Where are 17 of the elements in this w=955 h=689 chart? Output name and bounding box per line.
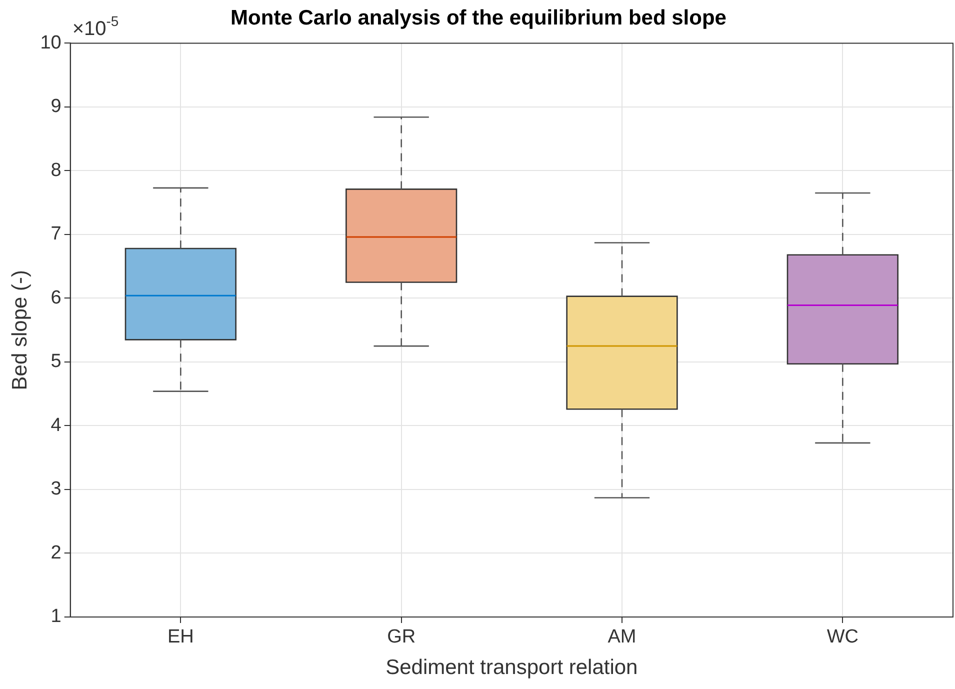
x-tick-label: GR — [387, 626, 416, 648]
y-tick-label: 5 — [50, 351, 62, 372]
y-tick-label: 1 — [50, 606, 62, 628]
x-tick-label: WC — [826, 626, 858, 648]
y-axis-title: Bed slope (-) — [8, 270, 32, 390]
y-tick-label: 3 — [50, 478, 62, 500]
y-tick-label: 2 — [50, 542, 62, 564]
y-tick-label: 7 — [50, 224, 62, 245]
y-tick-label: 10 — [40, 32, 62, 54]
x-axis-title: Sediment transport relation — [386, 656, 638, 680]
y-tick-label: 9 — [50, 96, 62, 118]
y-tick-label: 4 — [50, 414, 62, 436]
chart-title: Monte Carlo analysis of the equilibrium bed slope — [230, 6, 726, 30]
x-tick-label: AM — [608, 626, 636, 648]
y-tick-label: 8 — [50, 160, 62, 181]
y-tick-label: 6 — [50, 287, 62, 308]
x-tick-label: EH — [167, 626, 194, 648]
